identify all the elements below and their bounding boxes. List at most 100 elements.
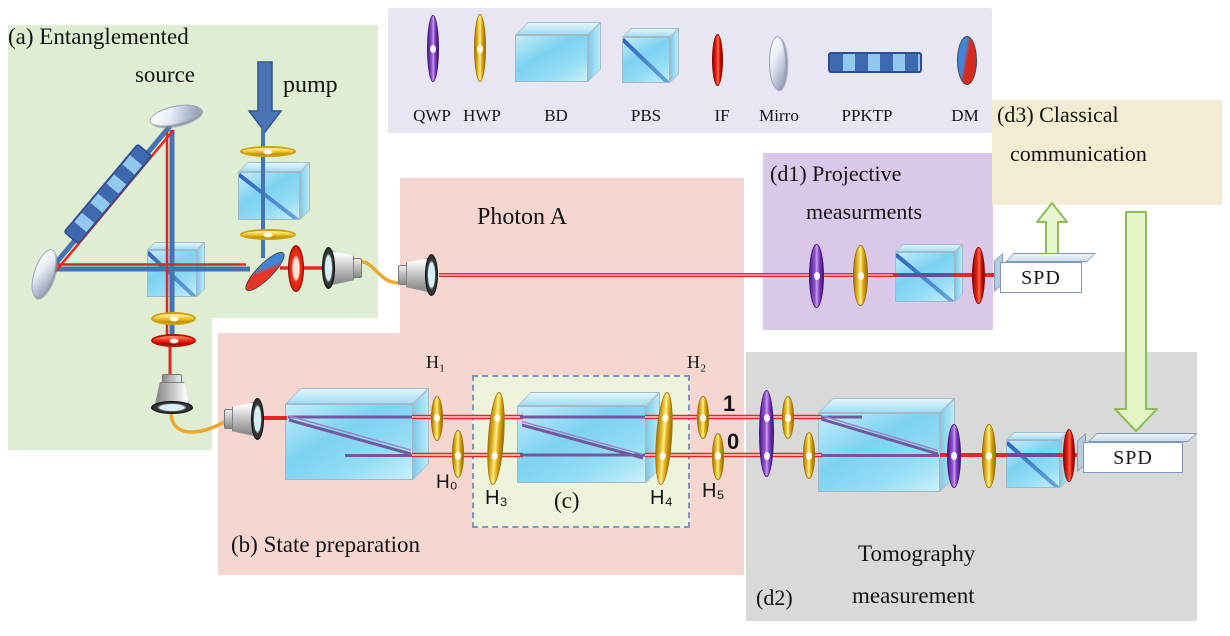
- beam-spot: [763, 414, 770, 422]
- cube-top-face: [818, 398, 955, 413]
- hwp-h5: [712, 433, 724, 480]
- beam-spot: [986, 452, 992, 460]
- beam-spot: [785, 414, 791, 422]
- beam-spot: [455, 452, 461, 460]
- coupler-lens: [151, 401, 193, 414]
- cube-front-face: [285, 404, 413, 480]
- beam-spot: [169, 316, 178, 321]
- coupler-lens: [251, 398, 264, 440]
- coupler-body: [332, 251, 354, 285]
- panel-d2-title-line2: measurement: [852, 583, 975, 608]
- beam-spot: [857, 272, 864, 280]
- filter-tomography: [1063, 429, 1075, 482]
- panel-a-title: (a) Entanglemented: [8, 24, 189, 49]
- pbs-pump: [238, 162, 310, 220]
- cube-front-face: [147, 250, 197, 297]
- cube-side-face: [300, 162, 310, 220]
- panel-d1-title: (d1) Projective: [770, 161, 902, 186]
- pbs-central-sagnac: [147, 242, 205, 297]
- legend-label-hwp: HWP: [463, 106, 501, 125]
- cube-front-face: [1006, 440, 1060, 488]
- label-h1: H₁: [426, 352, 446, 372]
- beam-spot: [263, 149, 273, 154]
- spd-label: SPD: [1000, 262, 1082, 293]
- cube-front-face: [515, 35, 588, 82]
- beam-spot: [659, 451, 667, 461]
- cube-top-face: [517, 392, 660, 406]
- spd-top-face: [1088, 433, 1197, 442]
- label-h5: H₅: [702, 480, 725, 502]
- beam-spot: [806, 452, 812, 460]
- cube-front-face: [517, 406, 646, 483]
- legend-label-bd: BD: [544, 106, 568, 125]
- label-h0: H₀: [436, 472, 458, 493]
- panel-d2-tag: (d2): [756, 585, 793, 610]
- filter-projective: [972, 247, 985, 304]
- beam-spot: [477, 45, 483, 53]
- beam-spot: [813, 272, 820, 280]
- beam-spot: [263, 232, 273, 237]
- legend-label-if: IF: [714, 106, 730, 125]
- legend-dm-icon: [957, 36, 977, 85]
- panel-tomography-measurement: [746, 352, 1197, 621]
- label-path-1: 1: [723, 391, 736, 416]
- label-path-0: 0: [727, 429, 740, 454]
- filter-output-b: [151, 334, 196, 347]
- beam-spot: [662, 413, 669, 423]
- label-h4: H₄: [650, 487, 673, 509]
- cube-top-face: [895, 244, 963, 252]
- beam-spot: [715, 452, 721, 460]
- pbs-diagonal: [239, 173, 299, 219]
- hwp-tomography-top: [782, 396, 794, 439]
- fiber-coupler-a-out: [322, 246, 362, 290]
- legend-ppktp-icon: [828, 52, 922, 73]
- legend-pbs-icon: [622, 28, 679, 83]
- hwp-output-b: [151, 312, 196, 325]
- pbs-diagonal: [896, 253, 954, 301]
- hwp-h0: [452, 430, 464, 478]
- panel-d2-title: Tomography: [858, 541, 976, 566]
- legend-if-icon: [712, 34, 723, 86]
- beam-spot: [434, 414, 440, 422]
- beam-spot: [169, 338, 178, 343]
- legend-bd-icon: [515, 22, 601, 82]
- legend-hwp-icon: [474, 14, 486, 82]
- spd-label: SPD: [1083, 442, 1183, 473]
- panel-a-title-line2: source: [134, 62, 196, 87]
- pbs-diagonal: [148, 251, 196, 296]
- legend-label-qwp: QWP: [413, 106, 451, 125]
- label-h2: H₂: [687, 352, 707, 372]
- pbs-projective: [895, 244, 963, 302]
- beam-spot: [700, 414, 706, 422]
- cube-front-face: [895, 252, 955, 302]
- fiber-coupler-photon-b: [224, 397, 264, 441]
- cube-side-face: [413, 388, 429, 480]
- cube-front-face: [622, 37, 670, 83]
- fiber-coupler-photon-a: [398, 253, 438, 297]
- qwp-tomography-in: [759, 390, 774, 477]
- hwp-pump-top: [240, 146, 296, 157]
- panel-d3-title: (d3) Classical: [997, 102, 1119, 127]
- qwp-projective: [809, 244, 824, 308]
- cube-front-face: [818, 413, 940, 492]
- legend-qwp-icon: [427, 15, 439, 82]
- hwp-projective: [853, 245, 868, 306]
- beam-displacer-c: [517, 392, 660, 483]
- cube-top-face: [1006, 432, 1068, 440]
- hwp-h1: [431, 396, 443, 441]
- cube-side-face: [670, 28, 679, 83]
- beam-displacer-tomography: [818, 398, 955, 492]
- cube-side-face: [197, 242, 205, 297]
- coupler-lens: [425, 254, 438, 296]
- beam-spot: [494, 413, 501, 423]
- label-c: (c): [554, 488, 580, 513]
- panel-d3-title-line2: communication: [1010, 141, 1147, 166]
- beam-spot: [430, 45, 436, 53]
- beam-spot: [491, 451, 499, 461]
- pbs-diagonal: [1007, 441, 1059, 487]
- hwp-pump-bottom: [240, 229, 296, 240]
- legend-label-mirror: Mirro: [759, 106, 799, 125]
- legend-mirror-icon: [769, 36, 786, 89]
- qwp-tomography-out: [947, 424, 961, 488]
- filter-output-a: [288, 245, 304, 292]
